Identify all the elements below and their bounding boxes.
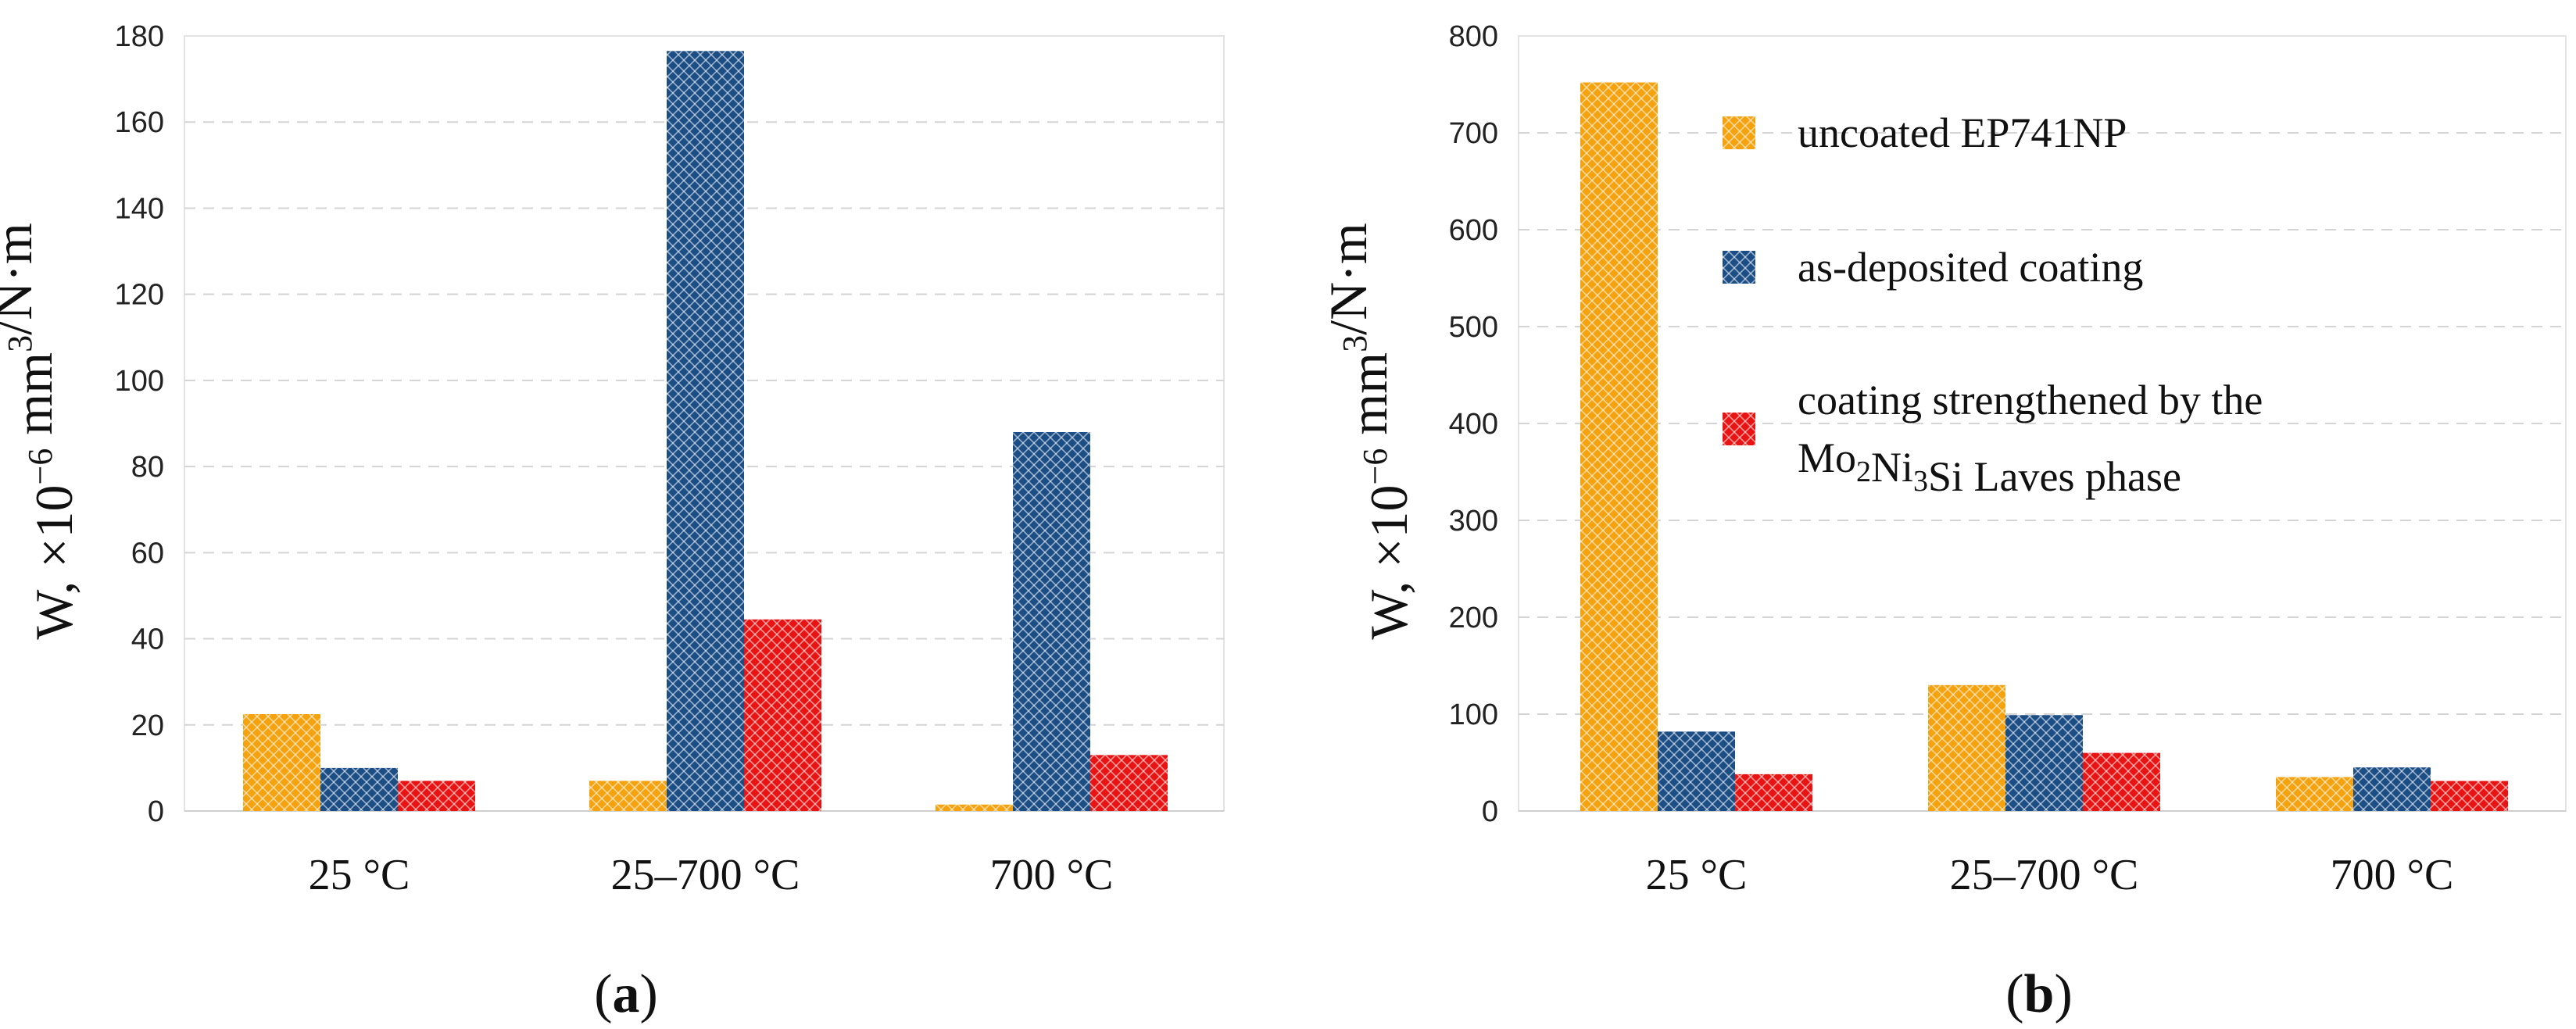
y-tick-label: 600 <box>1449 214 1498 247</box>
y-tick-label: 20 <box>131 709 164 742</box>
bar-hatch <box>744 619 821 811</box>
legend-swatch-hatch <box>1723 413 1755 445</box>
bar-hatch <box>1090 755 1168 811</box>
bar-hatch <box>936 804 1013 811</box>
bar-hatch <box>1735 774 1812 811</box>
y-tick-label: 140 <box>115 192 164 225</box>
y-tick-label: 160 <box>115 106 164 139</box>
y-tick-label: 300 <box>1449 505 1498 538</box>
chart-panel-a: 0 20 40 60 80 100 120 140 160 180 25 °C 25–700 °C 70… <box>0 20 1225 1024</box>
legend-label: Mo2Ni3Si Laves phase <box>1798 434 2181 500</box>
bar-hatch <box>2276 777 2353 811</box>
y-tick-label: 400 <box>1449 408 1498 441</box>
y-axis-label: W, ×10−6 mm3/N·m <box>0 223 84 639</box>
bar-hatch <box>398 781 475 811</box>
legend-label: coating strengthened by the <box>1798 377 2263 423</box>
y-axis-label: W, ×10−6 mm3/N·m <box>1318 223 1419 639</box>
x-category-label: 25 °C <box>1646 851 1748 899</box>
legend-swatch-hatch <box>1723 251 1755 284</box>
legend-swatch-hatch <box>1723 116 1755 149</box>
y-tick-label: 800 <box>1449 20 1498 53</box>
bar-hatch <box>1658 731 1735 811</box>
x-category-label: 700 °C <box>2331 851 2454 899</box>
bar-hatch <box>667 51 744 812</box>
y-tick-label: 0 <box>148 795 164 828</box>
x-category-label: 25–700 °C <box>611 851 800 899</box>
panel-label: (a) <box>594 964 658 1024</box>
bar-hatch <box>2353 767 2431 811</box>
y-tick-label: 100 <box>115 365 164 398</box>
bar-hatch <box>1928 684 2005 811</box>
x-category-label: 25–700 °C <box>1950 851 2139 899</box>
bar-hatch <box>2005 715 2083 811</box>
chart-panel-b: 0 100 200 300 400 500 600 700 800 25 °C 25–700 °C 7… <box>1318 20 2567 1024</box>
y-tick-label: 180 <box>115 20 164 53</box>
y-tick-label: 700 <box>1449 117 1498 150</box>
x-category-label: 700 °C <box>990 851 1114 899</box>
bar-hatch <box>589 781 667 811</box>
y-tick-label: 500 <box>1449 311 1498 344</box>
y-tick-label: 100 <box>1449 699 1498 731</box>
legend: uncoated EP741NP as-deposited coating coat… <box>1723 109 2263 500</box>
y-tick-label: 60 <box>131 537 164 570</box>
y-tick-label: 120 <box>115 279 164 312</box>
y-tick-label: 0 <box>1482 795 1498 828</box>
legend-label: uncoated EP741NP <box>1798 109 2127 156</box>
y-tick-label: 40 <box>131 623 164 656</box>
y-tick-label: 200 <box>1449 602 1498 634</box>
bar-hatch <box>243 714 320 811</box>
y-tick-label: 80 <box>131 451 164 484</box>
x-category-label: 25 °C <box>309 851 410 899</box>
bar-hatch <box>1580 82 1658 811</box>
bar-hatch <box>1013 432 1090 811</box>
legend-label: as-deposited coating <box>1798 244 2143 291</box>
bar-hatch <box>2431 781 2508 811</box>
bar-hatch <box>2083 752 2160 811</box>
panel-label: (b) <box>2005 964 2073 1024</box>
bar-hatch <box>320 767 398 811</box>
